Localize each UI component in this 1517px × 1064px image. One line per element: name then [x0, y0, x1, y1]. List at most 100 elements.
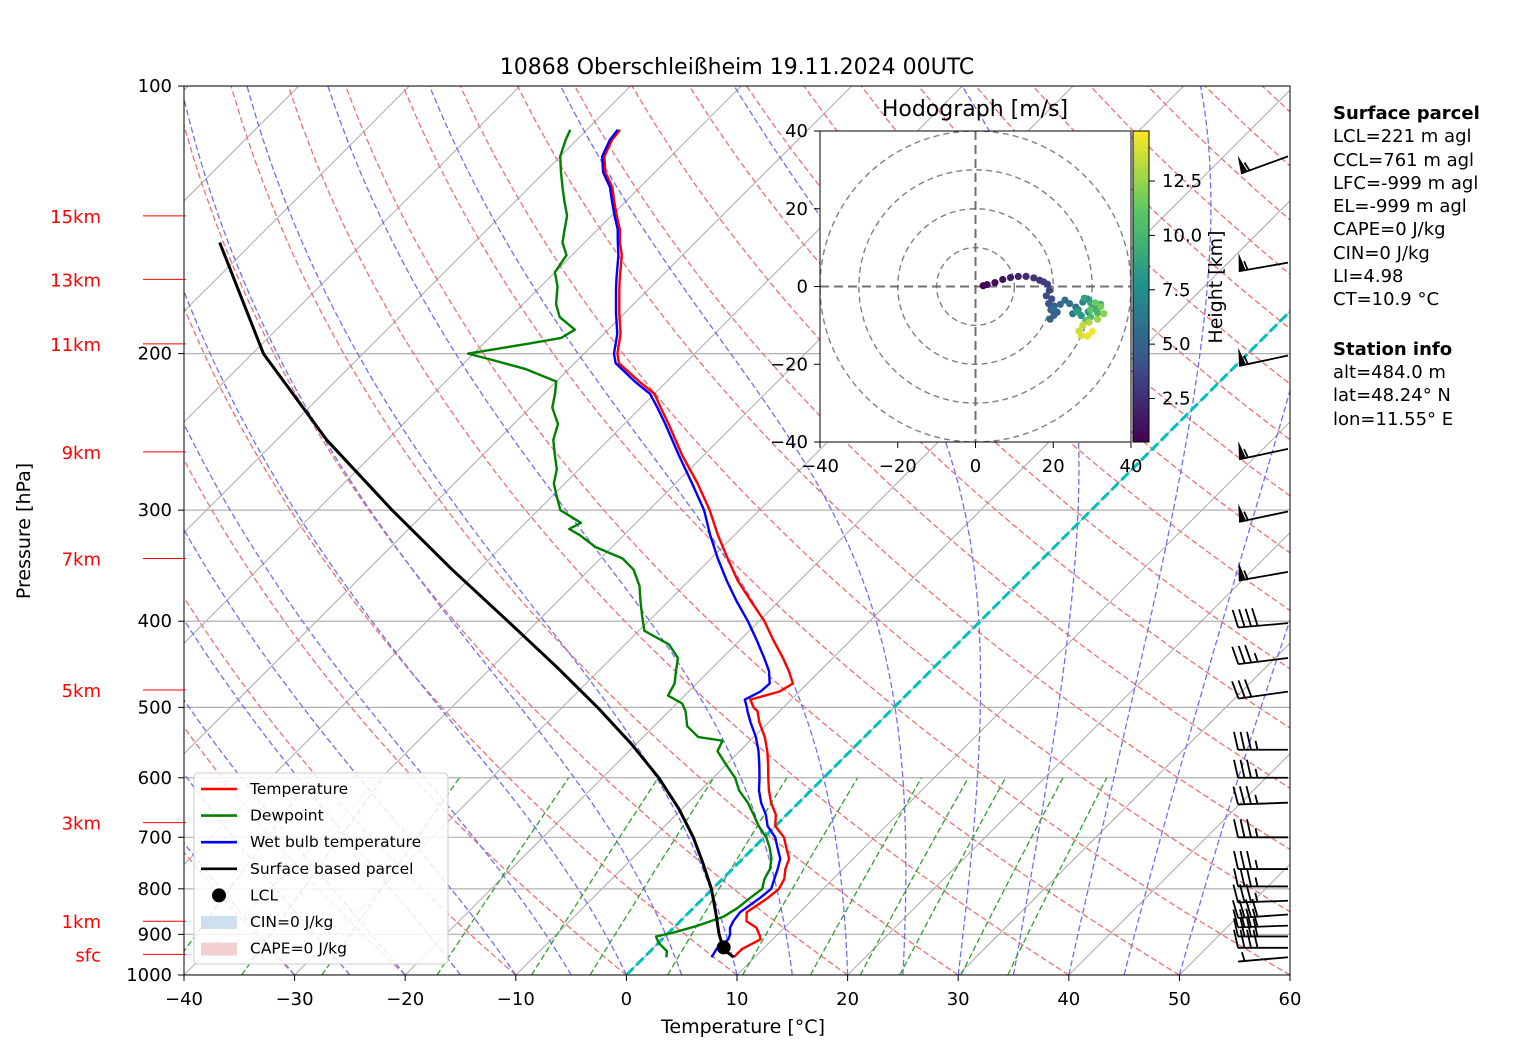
- y-tick-label: 200: [138, 344, 172, 365]
- wind-barb: [1234, 851, 1288, 869]
- hodograph-y-tick-label: −40: [770, 432, 808, 453]
- colorbar-tick-label: 12.5: [1162, 171, 1202, 192]
- barb-shaft: [1238, 957, 1288, 961]
- barb-shaft: [1238, 658, 1288, 664]
- colorbar: [1133, 131, 1149, 442]
- hodograph-point: [1078, 332, 1085, 339]
- barb-shaft: [1238, 926, 1288, 928]
- barb-shaft: [1238, 915, 1288, 918]
- hodograph-point: [999, 276, 1006, 283]
- wind-barb: [1234, 819, 1288, 837]
- hodograph-x-tick-label: −40: [801, 456, 839, 477]
- x-tick-label: 0: [621, 989, 632, 1010]
- hodograph-point: [1074, 308, 1081, 315]
- station-info-line: alt=484.0 m: [1333, 361, 1480, 384]
- legend-label: CAPE=0 J/kg: [250, 940, 347, 958]
- x-axis-label: Temperature [°C]: [660, 1016, 825, 1038]
- hodograph-point: [1094, 316, 1101, 323]
- barb-full: [1233, 787, 1238, 805]
- legend-swatch: [201, 916, 237, 929]
- barb-shaft: [1241, 156, 1288, 173]
- y-tick-label: 300: [138, 500, 172, 521]
- barb-half: [1256, 860, 1258, 869]
- barb-full: [1246, 786, 1251, 804]
- parcel-info-line: CT=10.9 °C: [1333, 288, 1480, 311]
- hodograph-point: [1022, 273, 1029, 280]
- colorbar-label: Height [km]: [1205, 230, 1227, 343]
- parcel-info-line: LFC=-999 m agl: [1333, 172, 1480, 195]
- hodograph-y-tick-label: 20: [785, 199, 808, 220]
- height-label: 15km: [50, 207, 101, 228]
- wind-barb: [1234, 868, 1288, 886]
- barb-half: [1255, 795, 1257, 804]
- mixing-ratio-line: [961, 778, 1063, 975]
- x-tick-label: −40: [165, 989, 203, 1010]
- x-tick-label: −10: [497, 989, 535, 1010]
- y-tick-label: 500: [138, 697, 172, 718]
- colorbar-tick-label: 5.0: [1162, 334, 1191, 355]
- hodograph-point: [1100, 310, 1107, 317]
- y-tick-label: 800: [138, 879, 172, 900]
- hodograph-y-tick-label: 40: [785, 121, 808, 142]
- height-label: 13km: [50, 270, 101, 291]
- x-tick-label: 50: [1168, 989, 1191, 1010]
- parcel-info-line: CCL=761 m agl: [1333, 149, 1480, 172]
- barb-shaft: [1238, 623, 1288, 627]
- hodograph-x-tick-label: −20: [879, 456, 917, 477]
- hodograph-y-tick-label: −20: [770, 354, 808, 375]
- hodograph-point: [1047, 316, 1054, 323]
- x-tick-label: 10: [726, 989, 749, 1010]
- y-tick-label: 400: [138, 611, 172, 632]
- hodograph-y-tick-label: 0: [797, 277, 808, 298]
- wind-barb: [1232, 680, 1288, 699]
- parcel-info-panel: Surface parcel LCL=221 m agl CCL=761 m a…: [1333, 102, 1480, 431]
- y-tick-label: 600: [138, 768, 172, 789]
- hodograph-x-tick-label: 20: [1042, 456, 1065, 477]
- barb-full: [1241, 819, 1245, 837]
- colorbar-tick-label: 7.5: [1162, 280, 1191, 301]
- parcel-info-line: CIN=0 J/kg: [1333, 242, 1480, 265]
- barb-full: [1247, 851, 1251, 869]
- mixing-ratio-line: [900, 778, 1006, 975]
- legend-label: CIN=0 J/kg: [250, 913, 333, 931]
- height-label: 1km: [62, 912, 101, 933]
- y-tick-label: 100: [138, 76, 172, 97]
- wind-barb: [1233, 608, 1288, 627]
- x-tick-label: 20: [836, 989, 859, 1010]
- barb-full: [1241, 760, 1245, 778]
- barb-full: [1232, 647, 1238, 664]
- mixing-ratio-line: [437, 778, 569, 975]
- parcel-info-line: CAPE=0 J/kg: [1333, 218, 1480, 241]
- station-info-line: lat=48.24° N: [1333, 384, 1480, 407]
- wind-barb: [1238, 952, 1288, 961]
- legend-label: LCL: [250, 886, 278, 904]
- hodograph-point: [1081, 295, 1088, 302]
- barb-shaft: [1238, 803, 1288, 805]
- wind-barb: [1234, 760, 1288, 778]
- y-tick-label: 900: [138, 924, 172, 945]
- barb-half: [1256, 741, 1258, 750]
- barb-full: [1239, 609, 1245, 627]
- barb-shaft: [1238, 692, 1288, 699]
- height-label: 7km: [62, 549, 101, 570]
- wind-barb: [1234, 930, 1288, 948]
- height-label: sfc: [75, 945, 101, 966]
- hodograph-title: Hodograph [m/s]: [882, 97, 1068, 122]
- hodograph-point: [1087, 306, 1094, 313]
- barb-full: [1241, 851, 1245, 869]
- barb-full: [1233, 610, 1239, 628]
- y-tick-label: 1000: [126, 965, 172, 986]
- mixing-ratio-line: [590, 778, 714, 975]
- hodograph-point: [1094, 309, 1101, 316]
- wind-barb: [1238, 504, 1288, 522]
- mixing-ratio-line: [743, 778, 858, 975]
- legend-label: Wet bulb temperature: [250, 833, 421, 851]
- barb-full: [1234, 732, 1238, 750]
- hodograph-point: [1085, 319, 1092, 326]
- barb-full: [1239, 646, 1245, 663]
- wind-barb: [1238, 156, 1288, 174]
- height-label: 5km: [62, 681, 101, 702]
